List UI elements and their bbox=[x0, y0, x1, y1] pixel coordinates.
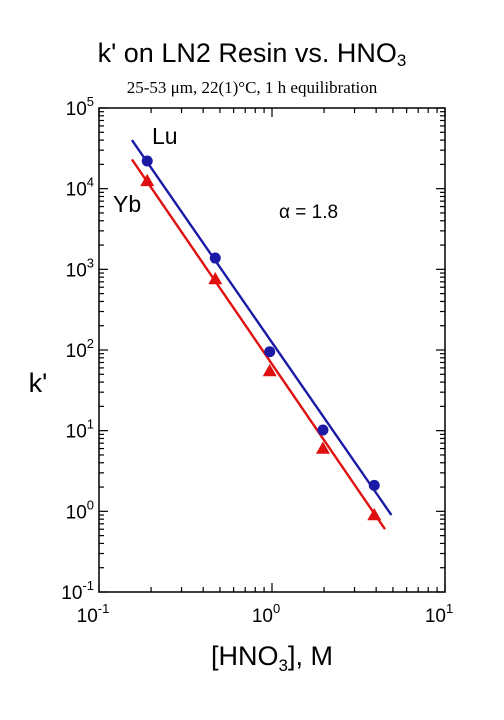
data-point-lu bbox=[264, 346, 276, 358]
y-tick-label: 10-1 bbox=[61, 578, 94, 604]
series-label-lu: Lu bbox=[152, 123, 178, 149]
x-axis-label: [HNO3], M bbox=[211, 641, 333, 675]
y-tick-label: 104 bbox=[66, 175, 94, 201]
x-tick-label-exponent: 0 bbox=[273, 601, 280, 616]
y-tick-label-exponent: 5 bbox=[87, 94, 94, 109]
fit-lines bbox=[130, 139, 393, 530]
x-axis-label-text: [HNO bbox=[211, 641, 279, 671]
y-tick-label: 105 bbox=[66, 94, 94, 120]
x-tick-label: 10-1 bbox=[77, 601, 110, 627]
chart-title-subscript: 3 bbox=[396, 51, 407, 70]
y-tick-label: 103 bbox=[66, 255, 94, 281]
data-point-lu bbox=[368, 479, 380, 491]
y-axis-label: k' bbox=[29, 368, 48, 398]
data-point-yb bbox=[140, 173, 155, 187]
y-tick-label-exponent: 0 bbox=[87, 497, 94, 512]
fit-line-yb bbox=[130, 158, 386, 530]
x-tick-label-base: 10 bbox=[252, 606, 273, 627]
y-tick-label-exponent: 3 bbox=[87, 255, 94, 270]
y-tick-label: 100 bbox=[66, 497, 94, 523]
y-tick-label-base: 10 bbox=[61, 583, 82, 604]
y-tick-label: 102 bbox=[66, 336, 94, 362]
y-tick-label-base: 10 bbox=[66, 180, 87, 201]
x-tick-label: 100 bbox=[252, 601, 280, 627]
data-point-lu bbox=[141, 155, 153, 167]
y-tick-label-base: 10 bbox=[66, 502, 87, 523]
x-axis-label-subscript: 3 bbox=[279, 656, 288, 675]
chart-subtitle: 25-53 μm, 22(1)°C, 1 h equilibration bbox=[126, 78, 378, 97]
data-point-lu bbox=[209, 252, 221, 264]
fit-line-lu bbox=[130, 139, 393, 516]
data-points bbox=[140, 155, 382, 521]
x-axis-label-rest: ], M bbox=[288, 641, 333, 671]
data-point-yb bbox=[208, 271, 223, 285]
x-tick-label-base: 10 bbox=[425, 606, 446, 627]
y-tick-label-exponent: 1 bbox=[87, 417, 94, 432]
chart-title-text: k' on LN2 Resin vs. HNO bbox=[97, 38, 397, 68]
alpha-annotation: α = 1.8 bbox=[279, 202, 338, 223]
y-tick-label-exponent: 4 bbox=[87, 175, 94, 190]
axis-ticks bbox=[98, 107, 446, 593]
y-tick-label: 101 bbox=[66, 417, 94, 443]
y-tick-label-base: 10 bbox=[66, 341, 87, 362]
series-label-yb: Yb bbox=[113, 191, 141, 217]
y-tick-label-exponent: 2 bbox=[87, 336, 94, 351]
y-tick-label-base: 10 bbox=[66, 422, 87, 443]
data-point-yb bbox=[315, 441, 330, 454]
x-tick-label: 101 bbox=[425, 601, 453, 627]
data-point-yb bbox=[367, 508, 382, 521]
data-point-lu bbox=[317, 424, 329, 436]
x-tick-label-base: 10 bbox=[77, 606, 98, 627]
y-tick-label-exponent: -1 bbox=[82, 578, 94, 593]
y-tick-label-base: 10 bbox=[66, 99, 87, 120]
data-point-yb bbox=[262, 363, 277, 377]
y-tick-label-base: 10 bbox=[66, 260, 87, 281]
x-tick-label-exponent: 1 bbox=[446, 601, 453, 616]
x-tick-label-exponent: -1 bbox=[98, 601, 110, 616]
chart-title: k' on LN2 Resin vs. HNO3 bbox=[0, 38, 504, 71]
